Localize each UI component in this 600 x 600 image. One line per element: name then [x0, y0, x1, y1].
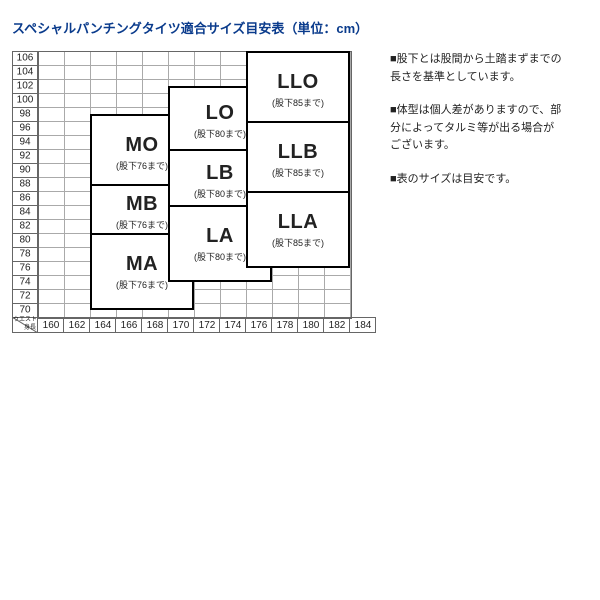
x-tick-label: 168	[147, 320, 164, 331]
y-tick-label: 74	[12, 277, 38, 288]
size-box-llo: LLO (股下85まで)	[246, 51, 350, 128]
x-tick-label: 170	[173, 320, 190, 331]
y-tick-label: 90	[12, 165, 38, 176]
size-box-llb: LLB (股下85まで)	[246, 121, 350, 198]
chart-title: スペシャルパンチングタイツ適合サイズ目安表（単位：cm）	[12, 18, 588, 37]
y-tick-label: 80	[12, 235, 38, 246]
note-item: ■股下とは股間から土踏まずまでの長さを基準としています。	[390, 51, 565, 86]
size-box-label: MB	[126, 193, 158, 216]
y-tick-label: 94	[12, 137, 38, 148]
y-tick-label: 92	[12, 151, 38, 162]
size-box-sublabel: (股下76まで)	[116, 218, 168, 231]
notes-panel: ■股下とは股間から土踏まずまでの長さを基準としています。 ■体型は個人差があります…	[390, 51, 565, 333]
y-tick-label: 76	[12, 263, 38, 274]
size-box-sublabel: (股下80まで)	[194, 250, 246, 263]
x-tick-label: 174	[225, 320, 242, 331]
y-tick-label: 82	[12, 221, 38, 232]
size-box-label: LLA	[278, 211, 318, 234]
size-box-label: LB	[206, 162, 234, 185]
x-axis-label: 身長	[24, 325, 36, 332]
x-tick-label: 160	[43, 320, 60, 331]
x-tick-label: 176	[251, 320, 268, 331]
size-box-label: LLO	[277, 71, 319, 94]
x-tick-label: 166	[121, 320, 138, 331]
size-box-sublabel: (股下76まで)	[116, 278, 168, 291]
y-tick-label: 70	[12, 305, 38, 316]
y-tick-label: 96	[12, 123, 38, 134]
y-tick-label: 88	[12, 179, 38, 190]
size-box-sublabel: (股下85まで)	[272, 96, 324, 109]
size-box-label: LLB	[278, 141, 318, 164]
y-axis-label: ウエスト	[13, 317, 37, 324]
x-tick-label: 180	[303, 320, 320, 331]
size-box-sublabel: (股下85まで)	[272, 236, 324, 249]
x-tick-label: 162	[69, 320, 86, 331]
size-box-sublabel: (股下85まで)	[272, 166, 324, 179]
size-chart: 106 104 102 100 98 96 94 92 90 88 86 84 82 80 78 76 74 72…	[12, 51, 376, 333]
y-tick-label: 104	[12, 67, 38, 78]
size-box-lla: LLA (股下85まで)	[246, 191, 350, 268]
size-box-label: MA	[126, 253, 158, 276]
y-tick-label: 86	[12, 193, 38, 204]
size-box-sublabel: (股下80まで)	[194, 187, 246, 200]
size-box-label: LO	[206, 102, 235, 125]
x-tick-label: 184	[355, 320, 372, 331]
content-wrap: 106 104 102 100 98 96 94 92 90 88 86 84 82 80 78 76 74 72…	[12, 51, 588, 333]
size-box-label: MO	[125, 134, 158, 157]
y-tick-label: 106	[12, 53, 38, 64]
y-tick-label: 100	[12, 95, 38, 106]
size-box-sublabel: (股下80まで)	[194, 127, 246, 140]
x-tick-label: 182	[329, 320, 346, 331]
x-tick-label: 164	[95, 320, 112, 331]
y-tick-label: 78	[12, 249, 38, 260]
size-box-sublabel: (股下76まで)	[116, 159, 168, 172]
y-tick-label: 72	[12, 291, 38, 302]
size-box-label: LA	[206, 225, 234, 248]
y-tick-label: 98	[12, 109, 38, 120]
y-tick-label: 102	[12, 81, 38, 92]
x-tick-label: 172	[199, 320, 216, 331]
note-item: ■体型は個人差がありますので、部分によってタルミ等が出る場合がございます。	[390, 102, 565, 155]
x-tick-label: 178	[277, 320, 294, 331]
y-tick-label: 84	[12, 207, 38, 218]
note-item: ■表のサイズは目安です。	[390, 171, 565, 189]
